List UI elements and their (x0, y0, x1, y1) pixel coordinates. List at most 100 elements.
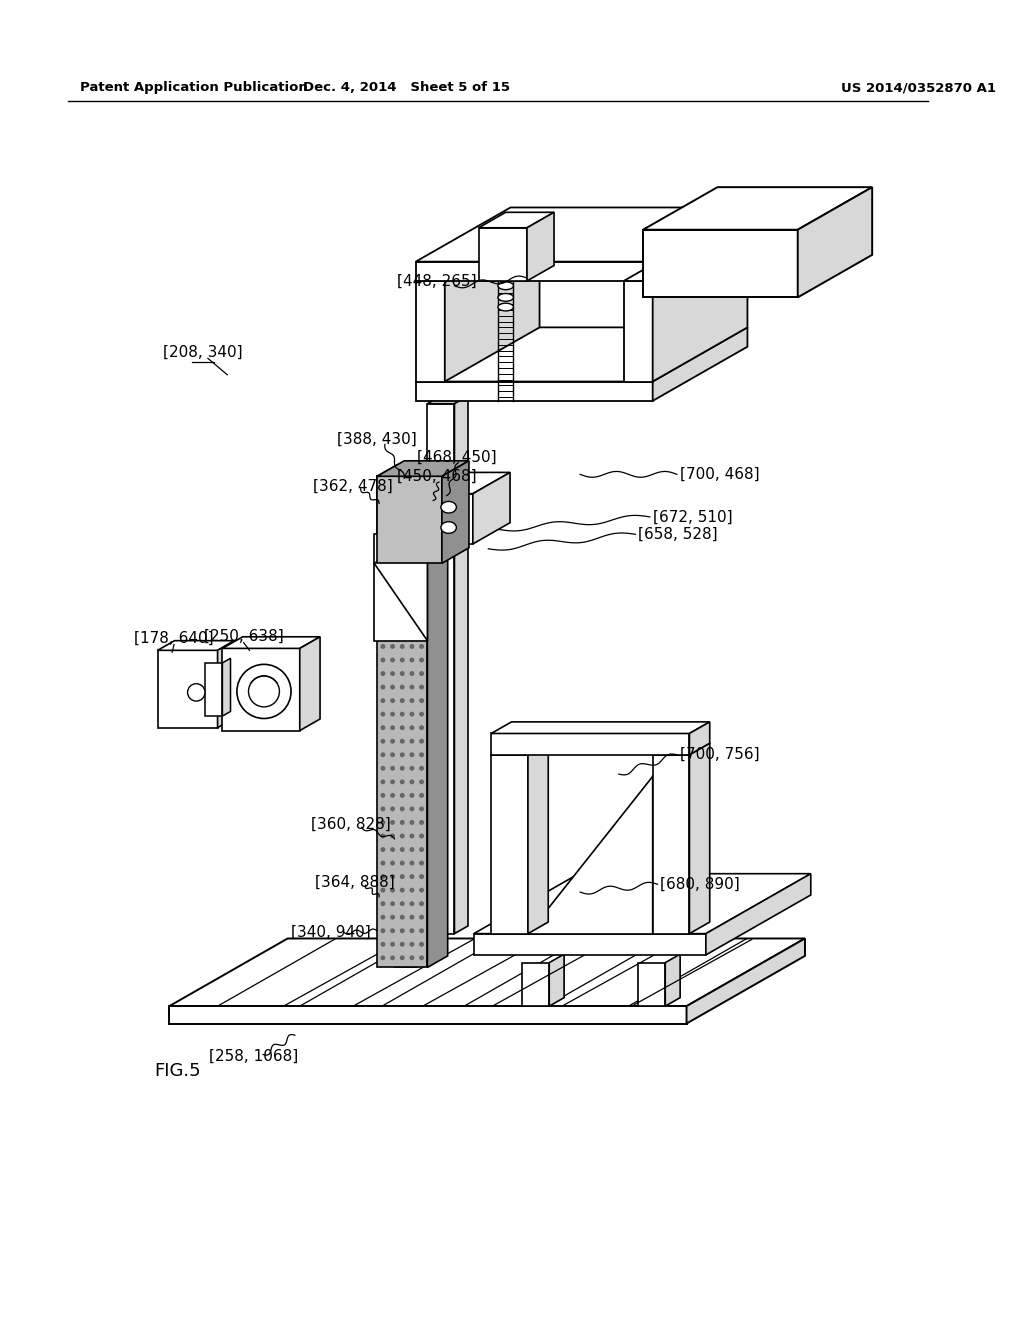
Circle shape (420, 496, 423, 499)
Polygon shape (652, 764, 673, 933)
Polygon shape (474, 933, 706, 954)
Circle shape (420, 590, 423, 594)
Circle shape (391, 942, 394, 946)
Circle shape (237, 664, 291, 718)
Circle shape (411, 780, 414, 784)
Circle shape (411, 577, 414, 581)
Polygon shape (420, 473, 510, 494)
Circle shape (420, 834, 423, 838)
Circle shape (411, 916, 414, 919)
Circle shape (420, 564, 423, 568)
Polygon shape (492, 755, 528, 933)
Circle shape (400, 713, 404, 715)
Circle shape (420, 685, 423, 689)
Circle shape (420, 929, 423, 932)
Ellipse shape (441, 502, 457, 513)
Circle shape (391, 793, 394, 797)
Circle shape (400, 862, 404, 865)
Polygon shape (394, 558, 416, 968)
Circle shape (400, 644, 404, 648)
Circle shape (420, 659, 423, 661)
Circle shape (411, 496, 414, 499)
Circle shape (400, 929, 404, 932)
Circle shape (381, 564, 385, 568)
Circle shape (391, 685, 394, 689)
Circle shape (411, 698, 414, 702)
Polygon shape (478, 213, 554, 228)
Polygon shape (427, 465, 447, 968)
Polygon shape (652, 755, 689, 933)
Text: [364, 888]: [364, 888] (315, 875, 394, 890)
Polygon shape (666, 954, 680, 1006)
Circle shape (400, 659, 404, 661)
Circle shape (411, 929, 414, 932)
Circle shape (381, 780, 385, 784)
Polygon shape (420, 494, 473, 544)
Polygon shape (638, 962, 666, 1006)
Circle shape (400, 793, 404, 797)
Circle shape (420, 793, 423, 797)
Polygon shape (416, 327, 748, 381)
Polygon shape (377, 461, 469, 477)
Circle shape (391, 496, 394, 499)
Circle shape (420, 631, 423, 635)
Circle shape (391, 875, 394, 878)
Polygon shape (205, 663, 222, 715)
Circle shape (381, 536, 385, 540)
Ellipse shape (441, 521, 457, 533)
Text: Dec. 4, 2014   Sheet 5 of 15: Dec. 4, 2014 Sheet 5 of 15 (303, 81, 510, 94)
Circle shape (400, 916, 404, 919)
Circle shape (400, 618, 404, 622)
Polygon shape (427, 404, 455, 933)
Circle shape (411, 618, 414, 622)
Circle shape (400, 902, 404, 906)
Circle shape (391, 834, 394, 838)
Polygon shape (169, 939, 805, 1006)
Circle shape (391, 631, 394, 635)
Circle shape (400, 752, 404, 756)
Polygon shape (416, 261, 652, 281)
Circle shape (400, 888, 404, 892)
Circle shape (391, 780, 394, 784)
Circle shape (381, 685, 385, 689)
Polygon shape (706, 874, 811, 954)
Circle shape (420, 550, 423, 553)
Polygon shape (478, 228, 527, 281)
Circle shape (391, 767, 394, 770)
Circle shape (381, 807, 385, 810)
Circle shape (420, 726, 423, 730)
Circle shape (381, 862, 385, 865)
Circle shape (400, 875, 404, 878)
Circle shape (187, 684, 205, 701)
Circle shape (411, 659, 414, 661)
Circle shape (420, 713, 423, 715)
Circle shape (391, 510, 394, 513)
Circle shape (381, 698, 385, 702)
Circle shape (391, 956, 394, 960)
Polygon shape (416, 553, 426, 968)
Polygon shape (643, 230, 798, 297)
Polygon shape (416, 281, 444, 381)
Polygon shape (798, 187, 872, 297)
Circle shape (420, 510, 423, 513)
Circle shape (391, 564, 394, 568)
Circle shape (381, 956, 385, 960)
Circle shape (400, 821, 404, 824)
Circle shape (420, 644, 423, 648)
Circle shape (411, 847, 414, 851)
Text: [360, 828]: [360, 828] (311, 817, 391, 832)
Circle shape (391, 618, 394, 622)
Circle shape (381, 767, 385, 770)
Circle shape (391, 713, 394, 715)
Circle shape (381, 821, 385, 824)
Circle shape (400, 631, 404, 635)
Circle shape (411, 523, 414, 527)
Text: [680, 890]: [680, 890] (660, 876, 740, 892)
Circle shape (400, 672, 404, 676)
Polygon shape (527, 213, 554, 281)
Circle shape (391, 536, 394, 540)
Circle shape (420, 536, 423, 540)
Circle shape (381, 659, 385, 661)
Polygon shape (686, 939, 805, 1023)
Circle shape (400, 767, 404, 770)
